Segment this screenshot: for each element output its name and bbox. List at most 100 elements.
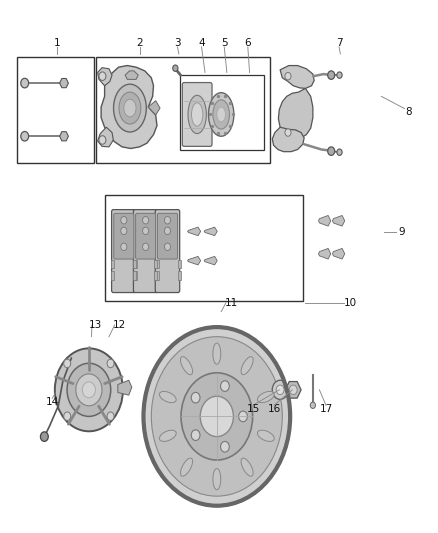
Ellipse shape — [159, 391, 176, 402]
Circle shape — [164, 216, 170, 224]
Polygon shape — [60, 78, 68, 88]
Text: 10: 10 — [343, 297, 357, 308]
FancyBboxPatch shape — [134, 209, 158, 293]
Circle shape — [285, 72, 291, 80]
Text: 16: 16 — [267, 404, 281, 414]
Circle shape — [121, 243, 127, 251]
FancyBboxPatch shape — [114, 213, 134, 259]
Circle shape — [67, 364, 111, 416]
Polygon shape — [286, 382, 301, 398]
Text: 8: 8 — [406, 107, 412, 117]
Polygon shape — [272, 127, 304, 152]
Bar — [133, 271, 136, 280]
Bar — [133, 260, 136, 268]
Circle shape — [144, 327, 290, 506]
Bar — [17, 56, 94, 163]
Circle shape — [221, 381, 229, 391]
Ellipse shape — [241, 458, 253, 476]
FancyBboxPatch shape — [182, 83, 212, 147]
Bar — [111, 260, 114, 268]
Ellipse shape — [217, 107, 226, 122]
Circle shape — [121, 216, 127, 224]
Polygon shape — [204, 227, 217, 236]
FancyBboxPatch shape — [136, 213, 155, 259]
Polygon shape — [318, 248, 331, 259]
Circle shape — [21, 132, 28, 141]
Polygon shape — [332, 248, 345, 259]
Bar — [111, 271, 114, 280]
Bar — [177, 271, 180, 280]
Text: 6: 6 — [244, 38, 251, 48]
Polygon shape — [98, 68, 112, 86]
Bar — [154, 271, 157, 280]
Circle shape — [107, 359, 114, 368]
Text: 7: 7 — [336, 38, 343, 48]
Polygon shape — [280, 66, 314, 88]
Bar — [134, 260, 137, 268]
Polygon shape — [60, 132, 68, 141]
Ellipse shape — [241, 357, 253, 375]
Ellipse shape — [113, 84, 146, 132]
Ellipse shape — [258, 391, 274, 402]
Ellipse shape — [119, 92, 141, 124]
Circle shape — [328, 71, 335, 79]
Circle shape — [143, 216, 149, 224]
Circle shape — [310, 402, 315, 408]
Polygon shape — [125, 71, 138, 79]
Ellipse shape — [208, 93, 234, 136]
Ellipse shape — [213, 100, 230, 129]
Circle shape — [276, 385, 284, 394]
FancyBboxPatch shape — [157, 213, 177, 259]
Ellipse shape — [213, 343, 221, 365]
Text: 14: 14 — [46, 397, 59, 407]
Ellipse shape — [258, 430, 274, 441]
Bar — [177, 260, 180, 268]
Text: 3: 3 — [174, 38, 181, 48]
FancyBboxPatch shape — [155, 209, 180, 293]
Circle shape — [337, 149, 342, 156]
Polygon shape — [204, 256, 217, 265]
Bar — [155, 271, 159, 280]
Ellipse shape — [188, 95, 206, 134]
Circle shape — [40, 432, 48, 441]
Text: 9: 9 — [398, 227, 405, 237]
Circle shape — [239, 411, 247, 422]
Ellipse shape — [191, 103, 203, 126]
Polygon shape — [187, 256, 201, 265]
Text: 15: 15 — [247, 404, 260, 414]
Circle shape — [107, 412, 114, 421]
Circle shape — [99, 136, 106, 144]
Circle shape — [164, 243, 170, 251]
Circle shape — [143, 227, 149, 235]
Text: 2: 2 — [136, 38, 143, 48]
Circle shape — [143, 243, 149, 251]
Text: 5: 5 — [221, 38, 228, 48]
Circle shape — [164, 227, 170, 235]
Polygon shape — [101, 66, 157, 149]
Bar — [105, 195, 303, 301]
Bar — [96, 56, 270, 163]
Polygon shape — [318, 215, 331, 226]
Circle shape — [151, 337, 283, 496]
Text: 13: 13 — [89, 320, 102, 330]
Circle shape — [328, 147, 335, 156]
Text: 1: 1 — [54, 38, 61, 48]
Circle shape — [21, 78, 28, 88]
Text: 12: 12 — [113, 320, 126, 330]
Polygon shape — [279, 88, 313, 139]
Text: 4: 4 — [198, 38, 205, 48]
Circle shape — [181, 373, 253, 460]
Circle shape — [76, 374, 102, 406]
Circle shape — [289, 385, 297, 394]
Circle shape — [173, 65, 178, 71]
Circle shape — [221, 441, 229, 452]
Bar — [155, 260, 159, 268]
Circle shape — [121, 227, 127, 235]
Bar — [180, 75, 264, 150]
Polygon shape — [148, 101, 160, 115]
Bar — [154, 260, 157, 268]
Ellipse shape — [180, 357, 193, 375]
Ellipse shape — [213, 469, 221, 490]
Circle shape — [55, 349, 123, 431]
Circle shape — [191, 392, 200, 403]
